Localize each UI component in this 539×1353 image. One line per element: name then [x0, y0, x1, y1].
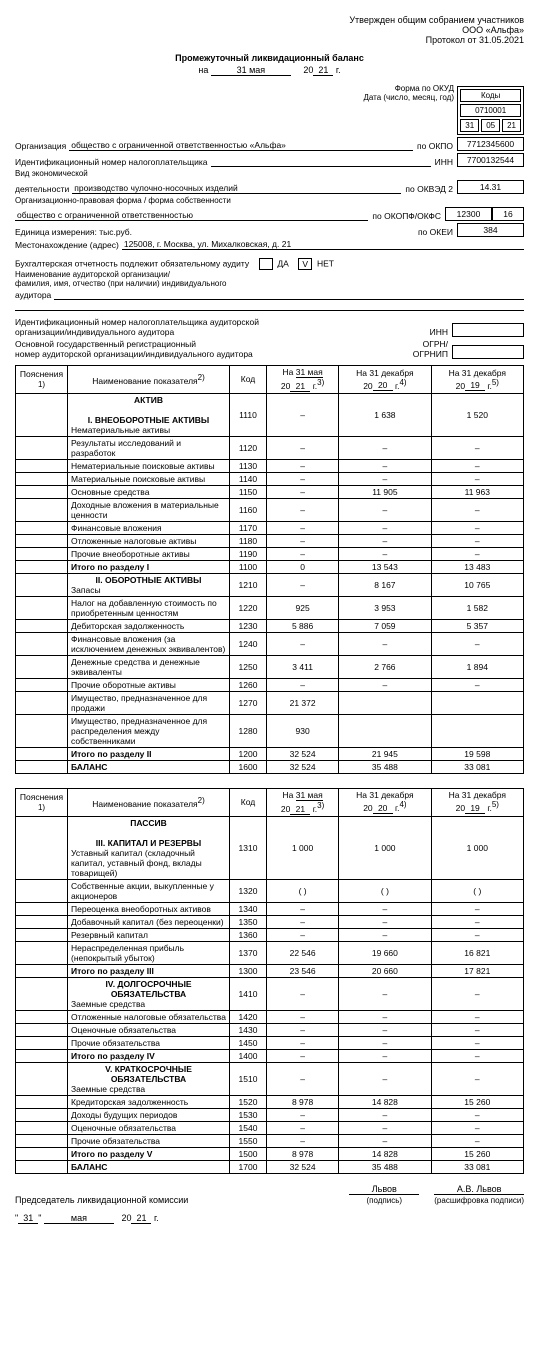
table-row: Собственные акции, выкупленные у акционе…	[16, 879, 524, 902]
table-row: Итого по разделу II120032 52421 94519 59…	[16, 747, 524, 760]
table-row: БАЛАНС160032 52435 48833 081	[16, 760, 524, 773]
table-row: Добавочный капитал (без переоценки)1350–…	[16, 915, 524, 928]
table-row: Финансовые вложения1170–––	[16, 521, 524, 534]
table-row: Основные средства1150–11 90511 963	[16, 485, 524, 498]
approval-line1: Утвержден общим собранием участников	[15, 15, 524, 25]
audit-block: Бухгалтерская отчетность подлежит обязат…	[15, 258, 524, 270]
table-row: Прочие обязательства1550–––	[16, 1134, 524, 1147]
table-row: Прочие оборотные активы1260–––	[16, 678, 524, 691]
table-row: Доходы будущих периодов1530–––	[16, 1108, 524, 1121]
table-row: Отложенные налоговые активы1180–––	[16, 534, 524, 547]
table-row: Имущество, предназначенное для продажи12…	[16, 691, 524, 714]
table-row: Отложенные налоговые обязательства1420––…	[16, 1010, 524, 1023]
sign-date: "31" мая 2021 г.	[15, 1213, 524, 1224]
org-row: Организация общество с ограниченной отве…	[15, 137, 524, 151]
table-row: Резервный капитал1360–––	[16, 928, 524, 941]
table-row: БАЛАНС170032 52435 48833 081	[16, 1160, 524, 1173]
signature-block: Председатель ликвидационной комиссии Льв…	[15, 1184, 524, 1205]
table-row: Налог на добавленную стоимость по приобр…	[16, 596, 524, 619]
aud-ogrn-row: Основной государственный регистрационный…	[15, 339, 524, 359]
form-l1: Организационно-правовая форма / форма со…	[15, 196, 524, 205]
table-row: Доходные вложения в материальные ценност…	[16, 498, 524, 521]
form-row: общество с ограниченной ответственностью…	[15, 207, 524, 221]
auditor-row: аудитора	[15, 290, 524, 300]
table-row: Материальные поисковые активы1140–––	[16, 472, 524, 485]
table-row: Результаты исследований и разработок1120…	[16, 436, 524, 459]
doc-title: Промежуточный ликвидационный баланс	[15, 53, 524, 63]
table-row: Итого по разделу III130023 54620 66017 8…	[16, 964, 524, 977]
approval-line3: Протокол от 31.05.2021	[15, 35, 524, 45]
passiv-table: Пояснения1) Наименование показателя2) Ко…	[15, 788, 524, 1174]
unit-row: Единица измерения: тыс.руб. по ОКЕИ 384	[15, 223, 524, 237]
table-row: Дебиторская задолженность12305 8867 0595…	[16, 619, 524, 632]
table-row: Итого по разделу V15008 97814 82815 260	[16, 1147, 524, 1160]
inn-row: Идентификационный номер налогоплательщик…	[15, 153, 524, 167]
table-row: Оценочные обязательства1430–––	[16, 1023, 524, 1036]
approval-line2: ООО «Альфа»	[15, 25, 524, 35]
audit-l2: Наименование аудиторской организации/	[15, 270, 524, 279]
addr-row: Местонахождение (адрес) 125008, г. Москв…	[15, 239, 524, 250]
audit-l3: фамилия, имя, отчество (при наличии) инд…	[15, 279, 524, 288]
aud-inn-row: Идентификационный номер налогоплательщик…	[15, 317, 524, 337]
okud-label: Форма по ОКУД	[15, 84, 454, 93]
codes-box: Коды 0710001 310521	[457, 86, 524, 135]
aktiv-table: Пояснения1) Наименование показателя2) Ко…	[15, 365, 524, 774]
table-row: Нематериальные поисковые активы1130–––	[16, 459, 524, 472]
table-row: Прочие обязательства1450–––	[16, 1036, 524, 1049]
table-row: Переоценка внеоборотных активов1340–––	[16, 902, 524, 915]
doc-date: на 31 мая 2021 г.	[15, 65, 524, 76]
table-row: Нераспределенная прибыль (непокрытый убы…	[16, 941, 524, 964]
activity-row: деятельности производство чулочно-носочн…	[15, 180, 524, 194]
date-label: Дата (число, месяц, год)	[15, 93, 454, 102]
table-row: Оценочные обязательства1540–––	[16, 1121, 524, 1134]
table-row: Прочие внеоборотные активы1190–––	[16, 547, 524, 560]
table-row: Кредиторская задолженность15208 97814 82…	[16, 1095, 524, 1108]
activity-l1: Вид экономической	[15, 169, 524, 178]
table-row: Итого по разделу I1100013 54313 483	[16, 560, 524, 573]
table-row: Денежные средства и денежные эквиваленты…	[16, 655, 524, 678]
table-row: Итого по разделу IV1400–––	[16, 1049, 524, 1062]
table-row: Имущество, предназначенное для распредел…	[16, 714, 524, 747]
table-row: Финансовые вложения (за исключением дене…	[16, 632, 524, 655]
